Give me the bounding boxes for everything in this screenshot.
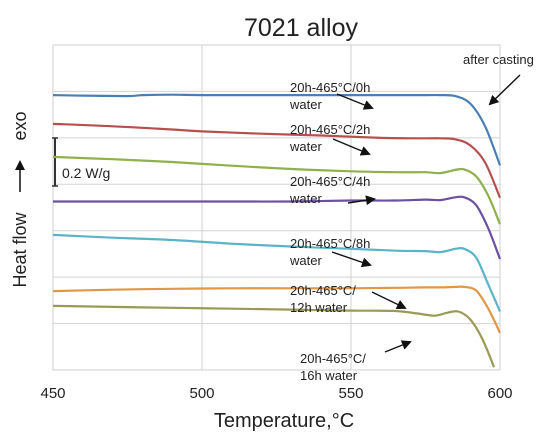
annotation-group: after casting 20h-465°C/0h water 20h-465°C/… [289, 52, 534, 383]
series-line-4 [53, 195, 502, 260]
annotation-arrow-4 [347, 195, 376, 206]
series-line-6 [52, 285, 501, 334]
annotation-label-6: 20h-465°C/ [290, 283, 356, 298]
annotation-label-4: 20h-465°C/4h [290, 174, 370, 189]
x-tick-labels: 450 500 550 600 [40, 385, 512, 402]
series-line-1 [52, 93, 502, 166]
x-axis-label: Temperature,°C [214, 410, 354, 432]
annotation-arrow-5 [331, 251, 372, 268]
plot-area [52, 44, 501, 371]
annotation-label-7: 16h water [300, 368, 358, 383]
annotation-arrow-7 [384, 340, 412, 353]
y-axis-label-group: Heat flow exo [10, 111, 30, 287]
annotation-label-7: 20h-465°C/ [300, 351, 366, 366]
x-tick-label: 600 [487, 385, 512, 402]
annotation-label-2: water [289, 97, 322, 112]
annotation-label-5: water [289, 253, 322, 268]
annotation-label-1: after casting [463, 52, 534, 67]
scale-bar-label: 0.2 W/g [62, 165, 110, 181]
series-line-2 [52, 122, 502, 199]
x-tick-label: 500 [189, 385, 214, 402]
x-tick-label: 550 [338, 385, 363, 402]
annotation-label-6: 12h water [290, 300, 348, 315]
y-axis-arrow-text: exo [10, 111, 30, 140]
series-line-5 [52, 233, 502, 312]
x-tick-label: 450 [40, 385, 65, 402]
annotation-label-3: water [289, 139, 322, 154]
annotation-arrow-3 [332, 138, 371, 156]
annotation-arrow-6 [371, 291, 407, 310]
annotation-label-3: 20h-465°C/2h [290, 122, 370, 137]
series-line-3 [52, 155, 502, 225]
annotation-label-2: 20h-465°C/0h [290, 80, 370, 95]
annotation-arrow-1 [488, 74, 521, 106]
y-axis-label: Heat flow [10, 211, 30, 287]
annotation-arrow-2 [336, 93, 374, 110]
annotation-label-5: 20h-465°C/8h [290, 236, 370, 251]
chart-title: 7021 alloy [244, 14, 358, 42]
series-group [52, 93, 502, 368]
series-line-7 [52, 304, 496, 368]
annotation-label-4: water [289, 191, 322, 206]
